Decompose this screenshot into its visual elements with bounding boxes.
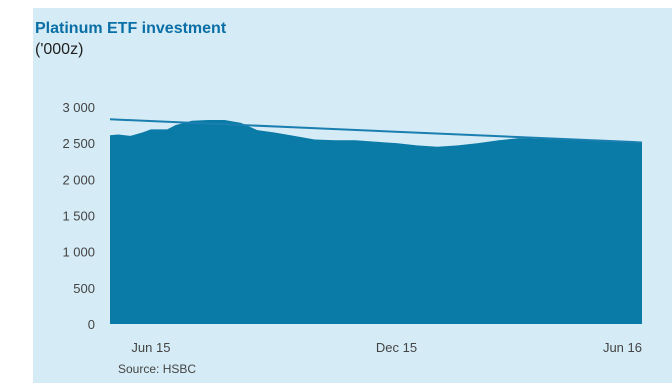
y-tick-label: 1 500 (62, 209, 95, 224)
x-tick-label: Jun 16 (603, 340, 642, 355)
chart-subtitle: ('000z) (35, 41, 84, 58)
x-tick-label: Dec 15 (376, 340, 417, 355)
y-tick-label: 500 (73, 281, 95, 296)
x-tick-label: Jun 15 (131, 340, 170, 355)
source-note: Source: HSBC (118, 362, 197, 376)
y-tick-label: 2 000 (62, 172, 95, 187)
y-tick-label: 0 (88, 317, 95, 332)
y-tick-label: 3 000 (62, 100, 95, 115)
trend-line (109, 118, 643, 144)
chart-title: Platinum ETF investment (35, 20, 227, 37)
y-tick-label: 1 000 (62, 245, 95, 260)
x-axis: Jun 15 Dec 15 Jun 16 (131, 340, 642, 355)
y-axis: 0 500 1 000 1 500 2 000 2 500 3 000 (62, 100, 95, 332)
y-tick-label: 2 500 (62, 136, 95, 151)
etf-area (110, 120, 642, 325)
